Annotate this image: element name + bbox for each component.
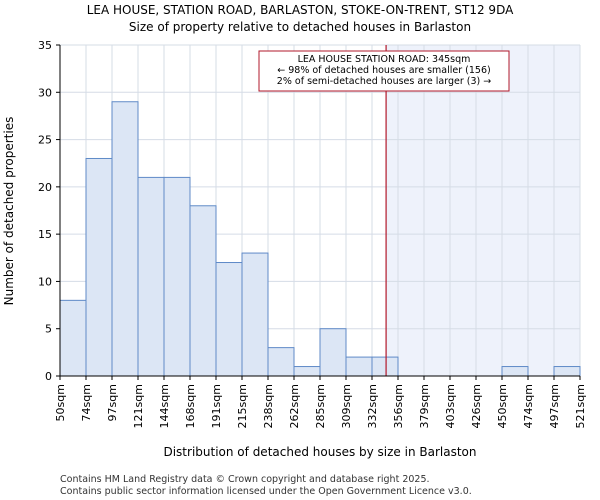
bar-332sqm: [371, 356, 399, 377]
x-tick-label-15: 403sqm: [444, 384, 457, 428]
bar-74sqm: [85, 157, 113, 377]
bar-309sqm: [345, 356, 373, 377]
larger-properties-region: [386, 45, 580, 376]
bar-285sqm: [319, 328, 347, 377]
x-tick-label-3: 121sqm: [132, 384, 145, 428]
annotation-line1: LEA HOUSE STATION ROAD: 345sqm: [298, 54, 471, 65]
x-axis-label: Distribution of detached houses by size …: [163, 445, 476, 459]
y-tick-label-4: 20: [38, 181, 52, 194]
x-tick-label-8: 238sqm: [262, 384, 275, 428]
x-tick-label-16: 426sqm: [470, 384, 483, 428]
x-tick-label-14: 379sqm: [418, 384, 431, 428]
y-tick-label-3: 15: [38, 228, 52, 241]
y-tick-label-5: 25: [38, 134, 52, 147]
bar-121sqm: [137, 176, 165, 377]
annotation-line3: 2% of semi-detached houses are larger (3…: [277, 76, 491, 87]
x-tick-label-11: 309sqm: [340, 384, 353, 428]
y-tick-label-1: 5: [45, 323, 52, 336]
chart-title-line2: Size of property relative to detached ho…: [129, 20, 471, 34]
x-tick-label-18: 474sqm: [522, 384, 535, 428]
x-tick-label-13: 356sqm: [392, 384, 405, 428]
annotation-box: LEA HOUSE STATION ROAD: 345sqm ← 98% of …: [258, 50, 510, 92]
bar-168sqm: [189, 205, 217, 377]
y-tick-labels: 0 5 10 15 20 25 30 35: [38, 39, 60, 383]
x-tick-label-19: 497sqm: [548, 384, 561, 428]
x-tick-label-9: 262sqm: [288, 384, 301, 428]
footer-line1: Contains HM Land Registry data © Crown c…: [60, 474, 430, 485]
x-tick-label-20: 521sqm: [574, 384, 587, 428]
x-tick-label-1: 74sqm: [80, 384, 93, 421]
bar-450sqm: [501, 366, 529, 377]
x-tick-label-17: 450sqm: [496, 384, 509, 428]
x-tick-label-5: 168sqm: [184, 384, 197, 428]
x-tick-label-7: 215sqm: [236, 384, 249, 428]
y-tick-label-0: 0: [45, 370, 52, 383]
x-tick-label-10: 285sqm: [314, 384, 327, 428]
bar-50sqm: [59, 299, 87, 377]
y-tick-label-7: 35: [38, 39, 52, 52]
bar-497sqm: [553, 366, 581, 377]
x-tick-label-12: 332sqm: [366, 384, 379, 428]
annotation-line2: ← 98% of detached houses are smaller (15…: [277, 65, 490, 76]
bar-262sqm: [293, 366, 321, 377]
y-tick-label-2: 10: [38, 275, 52, 288]
x-tick-label-6: 191sqm: [210, 384, 223, 428]
x-tick-labels: 50sqm 74sqm 97sqm 121sqm 144sqm 168sqm 191sqm 2…: [54, 376, 587, 428]
x-tick-label-4: 144sqm: [158, 384, 171, 428]
y-axis-label: Number of detached properties: [2, 117, 16, 306]
histogram-bars: [59, 101, 581, 377]
bar-215sqm: [241, 252, 269, 377]
bar-97sqm: [111, 101, 139, 377]
bar-238sqm: [267, 347, 295, 377]
footer-line2: Contains public sector information licen…: [60, 486, 472, 497]
bar-191sqm: [215, 262, 243, 377]
annotation-frame: [258, 50, 510, 92]
x-tick-label-2: 97sqm: [106, 384, 119, 421]
bar-144sqm: [163, 176, 191, 377]
x-tick-label-0: 50sqm: [54, 384, 67, 421]
chart-title-line1: LEA HOUSE, STATION ROAD, BARLASTON, STOK…: [87, 3, 514, 17]
y-tick-label-6: 30: [38, 86, 52, 99]
